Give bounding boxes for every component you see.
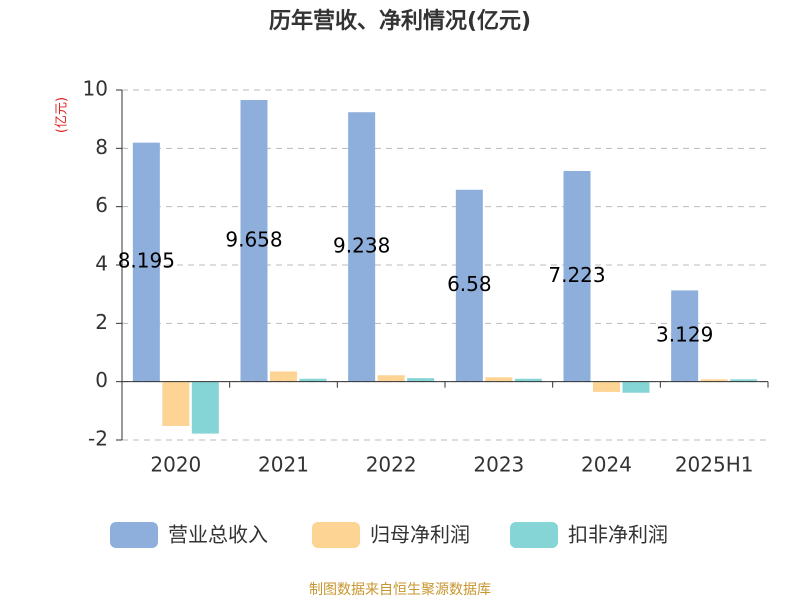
y-tick-label: 4 — [95, 252, 108, 276]
bar — [514, 378, 542, 382]
y-tick-label: 0 — [95, 368, 108, 392]
bar — [132, 142, 160, 382]
bar — [622, 381, 650, 393]
x-tick-label: 2023 — [473, 453, 524, 477]
legend-label: 营业总收入 — [168, 523, 268, 547]
data-label: 9.658 — [225, 227, 282, 251]
x-tick-label: 2025H1 — [675, 453, 754, 477]
bar — [671, 290, 699, 382]
bar — [377, 375, 405, 382]
y-tick-label: 10 — [83, 77, 108, 101]
bar — [407, 378, 435, 382]
legend-label: 扣非净利润 — [568, 523, 668, 547]
x-tick-label: 2020 — [150, 453, 201, 477]
bar — [730, 379, 758, 382]
bar — [191, 381, 219, 434]
legend-label: 归母净利润 — [370, 523, 470, 547]
data-label: 8.195 — [118, 249, 175, 273]
y-tick-label: 2 — [95, 310, 108, 334]
source-note: 制图数据来自恒生聚源数据库 — [309, 582, 491, 598]
x-tick-label: 2024 — [581, 453, 632, 477]
bar — [700, 379, 728, 382]
y-tick-label: -2 — [88, 427, 108, 451]
data-label: 9.238 — [333, 233, 390, 257]
chart-title: 历年营收、净利情况(亿元) — [269, 8, 531, 34]
data-label: 6.58 — [447, 272, 492, 296]
x-tick-label: 2021 — [258, 453, 309, 477]
legend-swatch — [312, 522, 360, 548]
bar — [270, 371, 297, 382]
bar — [563, 170, 591, 382]
legend-swatch — [110, 522, 158, 548]
x-tick-label: 2022 — [366, 453, 417, 477]
bar — [348, 112, 376, 382]
bar — [299, 378, 327, 382]
data-label: 3.129 — [656, 323, 713, 347]
y-tick-label: 8 — [95, 135, 108, 159]
bar — [162, 381, 190, 426]
data-label: 7.223 — [548, 263, 605, 287]
legend-swatch — [510, 522, 558, 548]
y-tick-label: 6 — [95, 193, 108, 217]
y-axis-label: (亿元) — [55, 97, 70, 133]
bar — [485, 377, 513, 382]
bar — [240, 99, 268, 382]
bar — [593, 381, 620, 392]
bar — [455, 189, 483, 382]
